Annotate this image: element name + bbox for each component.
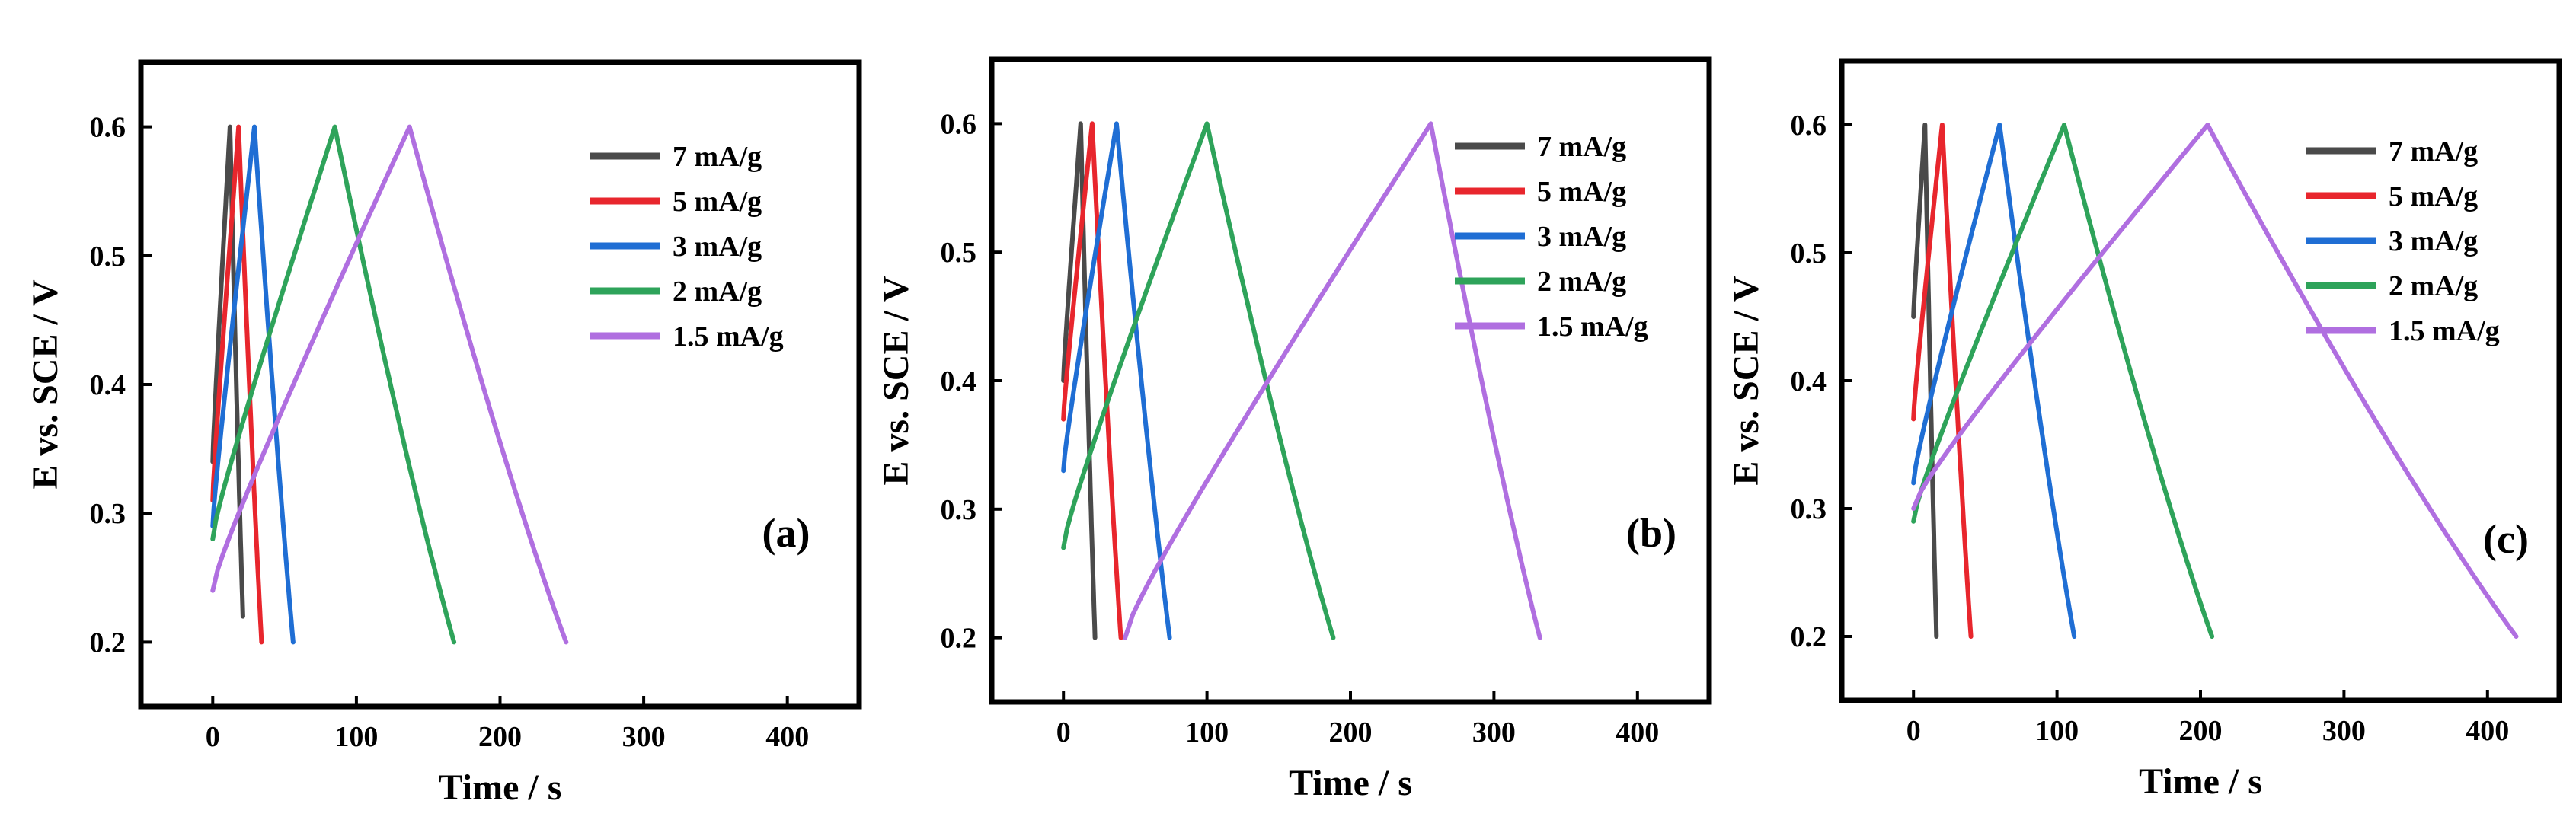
- x-tick-label: 100: [334, 721, 378, 753]
- x-axis-label: Time / s: [2139, 761, 2262, 802]
- x-tick-label: 300: [2322, 715, 2366, 747]
- x-tick-label: 0: [1906, 715, 1921, 747]
- y-tick-label: 0.2: [941, 623, 977, 655]
- legend-entry-label: 7 mA/g: [2389, 136, 2478, 167]
- y-tick-label: 0.5: [90, 241, 126, 273]
- panel-label: (c): [2483, 516, 2529, 562]
- legend-entry-label: 1.5 mA/g: [2389, 315, 2500, 347]
- legend: 7 mA/g 5 mA/g 3 mA/g 2 mA/g 1.5 mA/g: [2306, 136, 2500, 347]
- y-tick-label: 0.3: [1791, 493, 1827, 525]
- y-axis-label: E vs. SCE / V: [1726, 276, 1766, 486]
- y-tick-label: 0.6: [90, 112, 126, 144]
- panel-label: (a): [762, 510, 810, 556]
- x-tick-label: 0: [206, 721, 220, 753]
- legend-entry-label: 7 mA/g: [1537, 131, 1626, 163]
- series-line-1-5-mA-g: [1123, 121, 1542, 640]
- y-tick-label: 0.5: [1791, 238, 1827, 270]
- y-tick-label: 0.6: [941, 108, 977, 140]
- legend-entry-label: 7 mA/g: [673, 141, 762, 173]
- legend-entry-label: 2 mA/g: [1537, 266, 1626, 298]
- y-tick-label: 0.6: [1791, 110, 1827, 142]
- series-line-1-5-mA-g: [1911, 123, 2519, 639]
- x-tick-label: 200: [1329, 716, 1373, 748]
- series-line-5-mA-g: [210, 124, 264, 645]
- x-tick-label: 300: [622, 721, 666, 753]
- x-tick-label: 100: [1185, 716, 1229, 748]
- legend-entry-label: 5 mA/g: [2389, 180, 2478, 212]
- series-line-3-mA-g: [1911, 123, 2077, 639]
- x-axis-label: Time / s: [1289, 763, 1412, 803]
- x-tick-label: 400: [2466, 715, 2509, 747]
- series-line-1-5-mA-g: [210, 124, 569, 645]
- legend-entry-label: 3 mA/g: [673, 231, 762, 263]
- x-tick-label: 400: [765, 721, 809, 753]
- legend-entry-label: 2 mA/g: [673, 276, 762, 308]
- y-axis-label: E vs. SCE / V: [25, 279, 66, 490]
- legend: 7 mA/g 5 mA/g 3 mA/g 2 mA/g 1.5 mA/g: [1455, 131, 1648, 343]
- y-tick-label: 0.4: [1791, 365, 1827, 397]
- x-axis-label: Time / s: [439, 767, 562, 808]
- series-line-5-mA-g: [1911, 123, 1974, 639]
- panel-label: (b): [1626, 510, 1676, 556]
- y-tick-label: 0.5: [941, 237, 977, 269]
- y-axis-label: E vs. SCE / V: [876, 276, 916, 486]
- series-line-5-mA-g: [1061, 121, 1123, 640]
- series-line-2-mA-g: [210, 124, 457, 645]
- y-tick-label: 0.4: [90, 369, 126, 401]
- x-tick-label: 200: [478, 721, 522, 753]
- legend-entry-label: 5 mA/g: [673, 186, 762, 218]
- chart-panel-3: 0 100 200 300 400 0.2 0.3 0.4 0.5 0.6 Time / s E vs…: [1726, 58, 2562, 802]
- x-tick-label: 200: [2179, 715, 2223, 747]
- chart-panel-2: 0 100 200 300 400 0.2 0.3 0.4 0.5 0.6 Time / s E vs…: [876, 56, 1712, 803]
- legend-entry-label: 5 mA/g: [1537, 176, 1626, 208]
- legend: 7 mA/g 5 mA/g 3 mA/g 2 mA/g 1.5 mA/g: [590, 141, 784, 353]
- y-tick-label: 0.2: [1791, 621, 1827, 653]
- y-tick-label: 0.3: [90, 498, 126, 530]
- y-tick-label: 0.3: [941, 494, 977, 526]
- series-line-2-mA-g: [1061, 121, 1336, 640]
- legend-entry-label: 1.5 mA/g: [1537, 311, 1648, 343]
- y-tick-label: 0.2: [90, 627, 126, 659]
- x-tick-label: 400: [1616, 716, 1659, 748]
- legend-entry-label: 3 mA/g: [1537, 221, 1626, 253]
- legend-entry-label: 2 mA/g: [2389, 270, 2478, 302]
- series-line-7-mA-g: [210, 124, 245, 619]
- legend-entry-label: 3 mA/g: [2389, 225, 2478, 257]
- x-tick-label: 300: [1472, 716, 1516, 748]
- series-line-3-mA-g: [210, 124, 296, 645]
- series-line-7-mA-g: [1061, 121, 1098, 640]
- x-tick-label: 0: [1056, 716, 1071, 748]
- series-line-7-mA-g: [1911, 123, 1939, 639]
- series-line-2-mA-g: [1911, 123, 2215, 639]
- chart-panel-1: 0 100 200 300 400 0.2 0.3 0.4 0.5 0.6 Time / s E vs…: [25, 59, 862, 808]
- x-tick-label: 100: [2035, 715, 2079, 747]
- series-line-3-mA-g: [1061, 121, 1172, 640]
- legend-entry-label: 1.5 mA/g: [673, 321, 784, 353]
- y-tick-label: 0.4: [941, 365, 977, 397]
